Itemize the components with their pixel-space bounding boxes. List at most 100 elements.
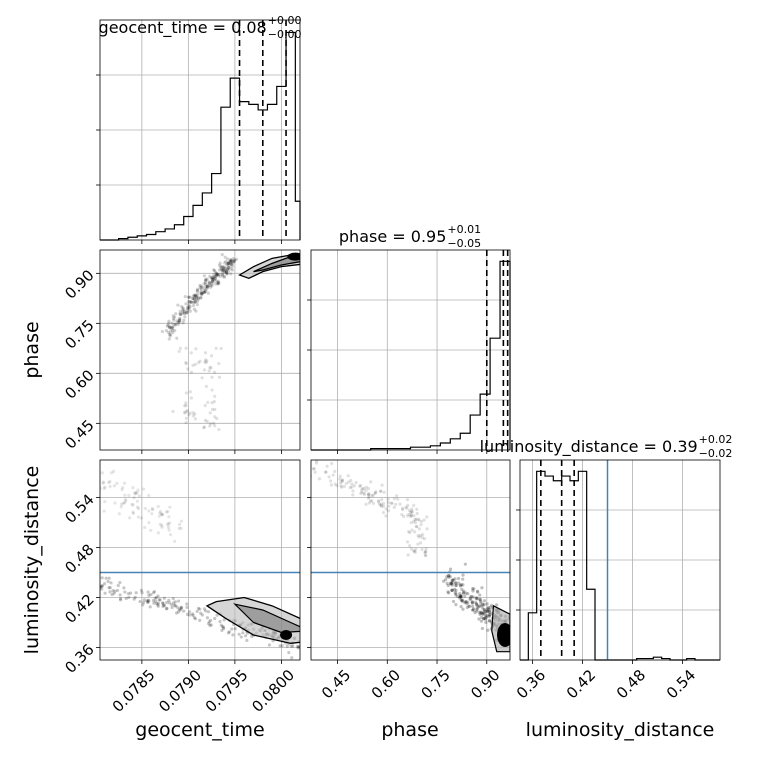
scatter-point-distance-phase [381, 501, 386, 506]
scatter-point-distance-geocent [199, 611, 203, 615]
scatter-point-phase-geocent [169, 326, 173, 330]
scatter-point-distance-geocent [100, 587, 104, 591]
scatter-point-distance-geocent [173, 600, 177, 604]
scatter-point-phase-geocent [223, 270, 227, 274]
scatter-point-distance-phase [419, 519, 424, 524]
contour-peak-phase-geocent [287, 252, 300, 261]
x-tick-label-phase: 0.60 [368, 666, 404, 702]
scatter-point-distance-phase [414, 547, 418, 551]
scatter-point-distance-geocent [120, 502, 124, 506]
scatter-point-distance-phase [349, 478, 353, 483]
scatter-point-distance-phase [387, 504, 391, 508]
scatter-point-distance-phase [464, 600, 468, 604]
scatter-point-phase-geocent [189, 351, 193, 355]
scatter-point-phase-geocent [206, 291, 210, 295]
scatter-point-distance-geocent [147, 599, 151, 603]
scatter-point-distance-geocent [176, 610, 180, 614]
scatter-point-phase-geocent [199, 296, 203, 300]
scatter-point-phase-geocent [204, 278, 208, 282]
scatter-point-phase-geocent [230, 264, 235, 268]
scatter-point-distance-geocent [103, 591, 107, 595]
scatter-point-distance-geocent [221, 626, 226, 631]
scatter-point-phase-geocent [182, 312, 187, 316]
scatter-point-distance-geocent [147, 493, 151, 498]
scatter-point-distance-phase [412, 503, 416, 507]
panel-frame-geocent_time [99, 19, 301, 241]
scatter-point-distance-phase [474, 597, 478, 601]
scatter-point-phase-geocent [177, 349, 181, 354]
scatter-point-distance-phase [459, 605, 463, 609]
scatter-point-phase-geocent [178, 312, 182, 316]
scatter-point-phase-geocent [233, 258, 237, 262]
scatter-point-distance-phase [461, 591, 465, 595]
scatter-point-distance-geocent [280, 644, 284, 648]
scatter-point-distance-geocent [191, 612, 195, 616]
scatter-point-phase-geocent [196, 299, 200, 303]
scatter-point-distance-geocent [187, 610, 192, 614]
scatter-point-distance-phase [451, 578, 455, 582]
scatter-point-distance-phase [373, 491, 378, 495]
contour-inner-distance-geocent [233, 603, 300, 634]
scatter-point-distance-phase [338, 474, 342, 478]
scatter-point-distance-phase [476, 590, 480, 594]
scatter-point-phase-geocent [186, 295, 191, 299]
scatter-point-phase-geocent [178, 309, 182, 313]
scatter-point-phase-geocent [226, 261, 230, 265]
scatter-point-phase-geocent [173, 323, 178, 327]
scatter-point-phase-geocent [230, 259, 235, 264]
scatter-point-distance-phase [446, 583, 450, 588]
scatter-point-phase-geocent [211, 280, 215, 284]
scatter-point-distance-geocent [135, 499, 139, 503]
scatter-point-distance-geocent [237, 632, 241, 636]
scatter-point-phase-geocent [220, 271, 224, 275]
scatter-point-distance-geocent [147, 520, 151, 525]
scatter-point-phase-geocent [191, 296, 195, 300]
scatter-point-distance-geocent [141, 487, 146, 491]
scatter-point-distance-phase [478, 598, 482, 602]
scatter-point-distance-phase [487, 609, 492, 614]
scatter-point-distance-phase [470, 600, 474, 604]
scatter-point-distance-phase [481, 603, 485, 607]
scatter-point-distance-geocent [209, 618, 213, 622]
scatter-point-phase-geocent [213, 282, 218, 286]
scatter-point-phase-geocent [214, 271, 218, 276]
scatter-point-phase-geocent [228, 259, 232, 263]
scatter-point-distance-geocent [296, 645, 300, 649]
scatter-point-phase-geocent [193, 412, 197, 416]
histogram-phase [311, 260, 511, 451]
scatter-point-distance-phase [461, 583, 465, 587]
title-value-luminosity_distance: luminosity_distance = 0.39 [480, 437, 698, 457]
scatter-point-distance-phase [464, 591, 468, 595]
scatter-point-distance-phase [459, 595, 463, 599]
scatter-point-distance-phase [465, 602, 469, 606]
scatter-point-distance-phase [329, 483, 334, 487]
scatter-point-distance-geocent [128, 516, 132, 520]
scatter-point-distance-geocent [127, 493, 131, 498]
scatter-point-phase-geocent [229, 272, 233, 276]
scatter-point-distance-phase [410, 510, 414, 514]
scatter-point-distance-phase [486, 609, 490, 613]
title-plus-geocent_time: +0.00 [268, 14, 302, 27]
scatter-point-distance-phase [463, 601, 467, 605]
scatter-point-phase-geocent [210, 275, 214, 280]
scatter-point-distance-phase [447, 591, 451, 595]
scatter-point-phase-geocent [188, 304, 192, 308]
scatter-point-phase-geocent [185, 309, 189, 313]
scatter-point-phase-geocent [212, 273, 216, 277]
scatter-point-phase-geocent [193, 300, 197, 304]
scatter-point-distance-geocent [143, 525, 147, 530]
scatter-point-distance-phase [469, 597, 473, 601]
scatter-point-distance-geocent [102, 486, 106, 491]
scatter-point-phase-geocent [209, 366, 213, 370]
scatter-point-distance-phase [413, 521, 418, 525]
panel-frame-luminosity_distance-vs-phase [310, 459, 511, 661]
scatter-point-distance-phase [329, 479, 333, 483]
scatter-point-distance-geocent [179, 607, 183, 611]
scatter-point-distance-phase [414, 524, 418, 529]
scatter-point-distance-geocent [208, 623, 212, 628]
scatter-point-distance-phase [447, 575, 451, 579]
scatter-point-phase-geocent [189, 396, 193, 400]
grid-layer [100, 20, 720, 660]
scatter-point-phase-geocent [166, 321, 171, 325]
scatter-point-distance-geocent [116, 583, 120, 588]
